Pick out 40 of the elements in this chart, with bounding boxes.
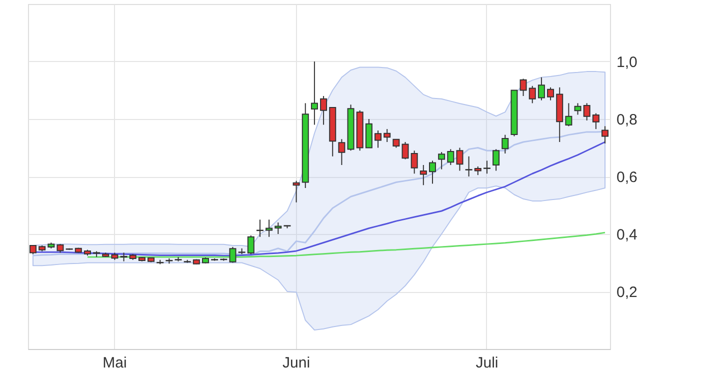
candlestick — [547, 86, 554, 101]
candlestick — [574, 102, 582, 116]
y-tick-label: 0,6 — [616, 169, 638, 186]
candlestick — [402, 142, 409, 160]
candlestick — [420, 164, 427, 186]
candlestick — [338, 138, 346, 166]
candlestick — [274, 222, 282, 234]
candlestick — [538, 76, 545, 101]
candlestick — [310, 61, 318, 126]
candlestick — [365, 118, 372, 148]
y-tick-label: 0,4 — [616, 226, 638, 244]
candlestick — [583, 102, 590, 121]
y-tick-label: 0,8 — [616, 112, 638, 128]
candlestick — [483, 160, 490, 174]
candlestick — [410, 150, 418, 174]
candlestick — [374, 130, 382, 148]
x-tick-label: Juni — [282, 354, 310, 372]
candlestick — [465, 156, 472, 177]
line-series — [86, 232, 606, 258]
candlestick — [229, 246, 236, 264]
candlestick — [428, 160, 436, 184]
candlestick — [320, 96, 328, 126]
candlestick — [247, 234, 254, 255]
candlestick — [456, 147, 464, 172]
candlestick — [528, 85, 536, 104]
x-tick-label: Juli — [476, 354, 498, 372]
candlestick — [438, 152, 446, 170]
candlestick — [502, 134, 509, 154]
candlestick — [592, 112, 600, 130]
candlestick — [447, 148, 454, 166]
candlestick — [602, 126, 609, 144]
y-tick-label: 0,2 — [616, 284, 638, 301]
y-tick-label: 1,0 — [616, 54, 638, 71]
candlestick — [266, 219, 273, 238]
candlestick — [492, 148, 500, 172]
candlestick — [292, 180, 300, 203]
candlestick — [384, 128, 391, 142]
x-tick-label: Mai — [102, 354, 127, 372]
candlestick — [565, 102, 572, 127]
candlestick — [520, 78, 527, 96]
